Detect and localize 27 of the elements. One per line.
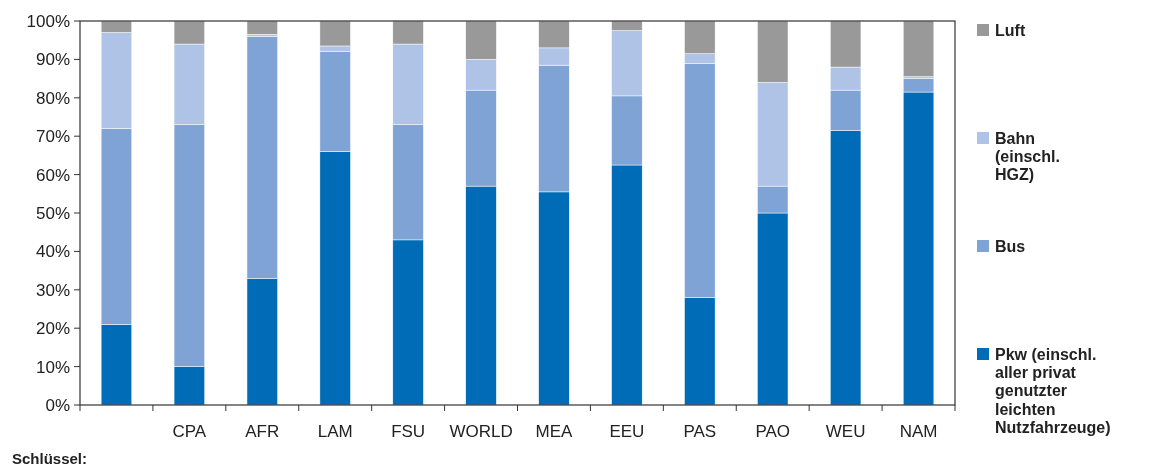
legend-label: Bus [995,237,1026,255]
x-tick-label: WORLD [449,422,513,441]
x-tick-label: NAM [899,422,938,441]
x-tick-label: WEU [825,422,866,441]
y-tick-label: 60% [35,165,70,185]
y-tick-label: 90% [35,50,70,70]
legend-label: Luft [995,21,1026,39]
y-tick-label: 80% [35,88,70,108]
legend-label: Bahn (einschl. HGZ) [995,129,1060,184]
text: Schlüssel: [12,450,88,467]
y-tick-label: 100% [26,11,70,31]
x-tick-label: CPA [172,422,207,441]
x-tick-label: AFR [245,422,280,441]
x-tick-label: EEU [609,422,645,441]
x-tick-label: FSU [391,422,426,441]
x-tick-label: MEA [535,422,574,441]
y-tick-label: 50% [35,203,70,223]
legend-label: Pkw (einschl. aller privat genutzter leichten Nutzfahrzeuge) [995,345,1111,437]
y-tick-label: 70% [35,127,70,147]
y-tick-label: 10% [35,357,70,377]
x-tick-label: PAO [755,422,791,441]
y-tick-label: 0% [45,395,70,415]
y-tick-label: 20% [35,319,70,339]
x-tick-label: PAS [683,422,717,441]
x-tick-label: LAM [317,422,353,441]
y-tick-label: 30% [35,280,70,300]
y-tick-label: 40% [35,242,70,262]
